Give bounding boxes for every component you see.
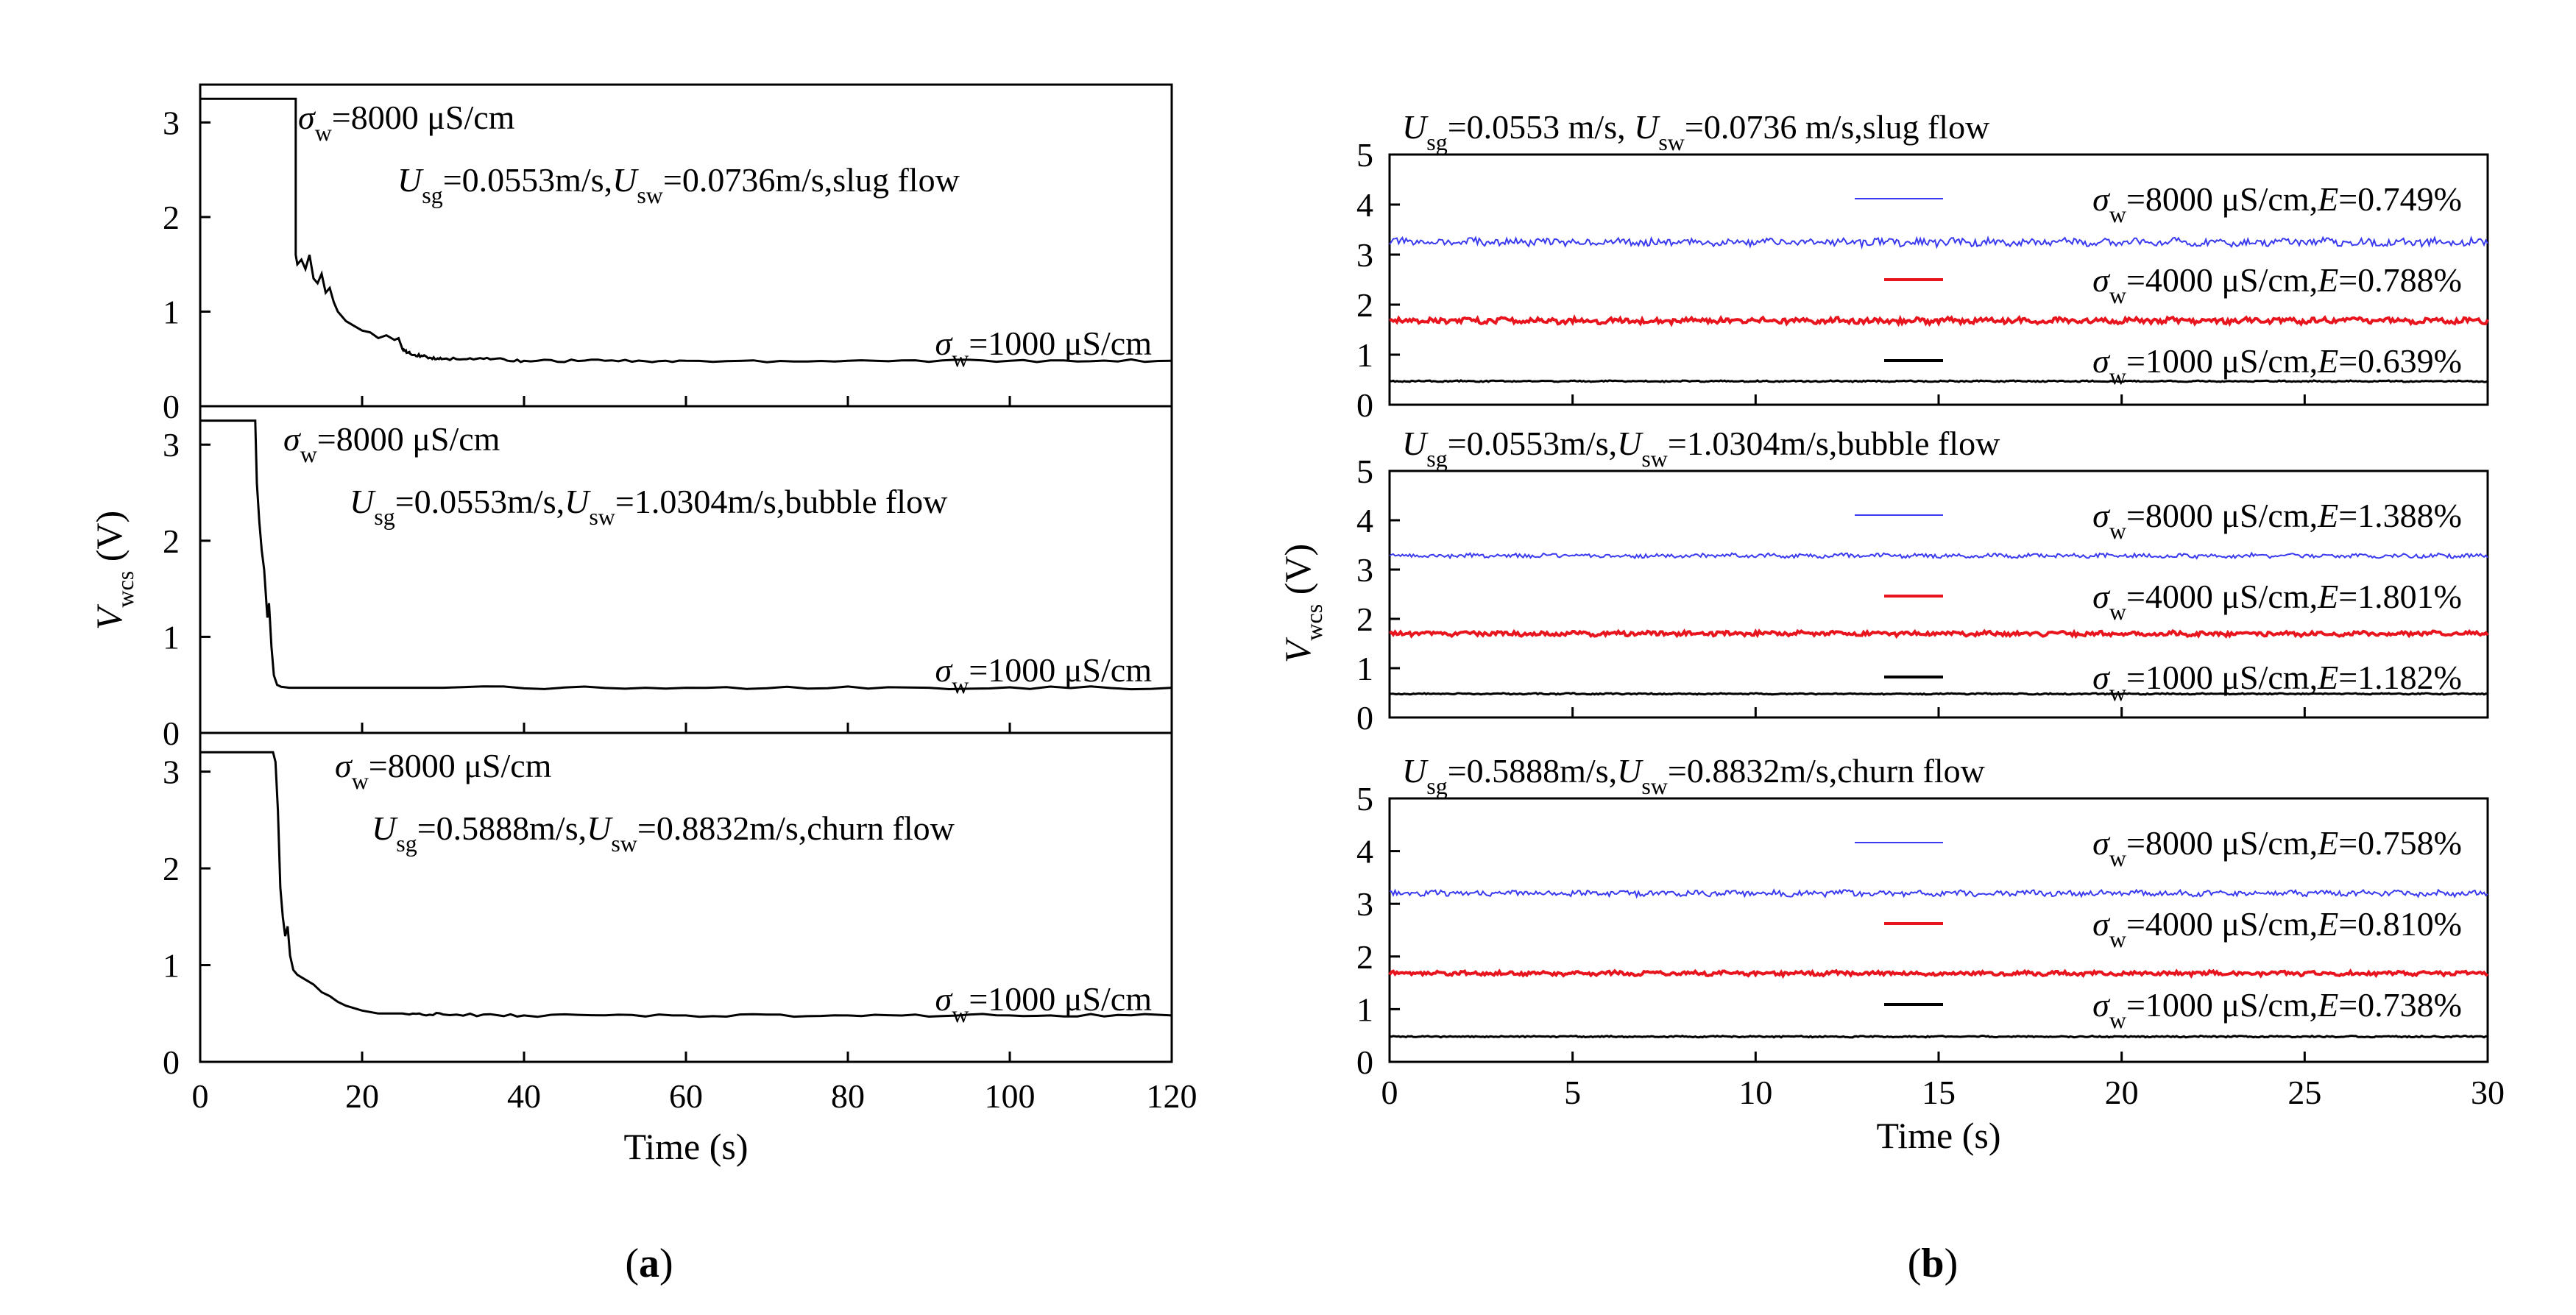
panel-a-ylabel: Vwcs (V)	[88, 511, 138, 630]
panel-b-ytick-label: 4	[1356, 833, 1373, 871]
panel-a-ytick-label: 3	[163, 426, 180, 464]
panel-b-ytick-label: 5	[1356, 780, 1373, 818]
panel-a-bubble-series	[200, 419, 1172, 691]
panel-a-xtick-label: 60	[669, 1077, 703, 1115]
panel-b-churn-legend-label-2: σw=4000 μS/cm,E=0.810%	[2092, 905, 2462, 952]
panel-b-bubble-legend-label-2: σw=4000 μS/cm,E=1.801%	[2092, 578, 2462, 625]
panel-b-ytick-label: 2	[1356, 938, 1373, 976]
panel-b-churn-legend-label-1: σw=8000 μS/cm,E=0.758%	[2092, 824, 2462, 871]
panel-a-xtick-label: 80	[831, 1077, 865, 1115]
panel-b-ytick-label: 4	[1356, 502, 1373, 539]
panel-b-ytick-label: 5	[1356, 453, 1373, 490]
panel-b-bubble-title: Usg=0.0553m/s,Usw=1.0304m/s,bubble flow	[1402, 425, 2000, 472]
panel-b-slug-series-3	[1389, 379, 2488, 383]
panel-b-ytick-label: 2	[1356, 600, 1373, 638]
panel-b-ytick-label: 5	[1356, 136, 1373, 174]
panel-b-churn-series-3	[1389, 1034, 2488, 1039]
panel-b-bubble-legend-label-1: σw=8000 μS/cm,E=1.388%	[2092, 497, 2462, 544]
panel-b-slug-legend-label-1: σw=8000 μS/cm,E=0.749%	[2092, 180, 2462, 227]
panel-b-slug-series-2	[1389, 314, 2489, 327]
panel-a-ytick-label: 0	[163, 1043, 180, 1081]
panel-a-ytick-label: 3	[163, 754, 180, 791]
panel-b-label: (b)	[1908, 1241, 1958, 1286]
panel-a-ytick-label: 0	[163, 715, 180, 752]
panel-a-slug-sigma-low: σw=1000 μS/cm	[935, 325, 1153, 372]
panel-b-ylabel: Vwcs (V)	[1277, 544, 1327, 663]
panel-b-ytick-label: 0	[1356, 699, 1373, 737]
panel-a-xtick-label: 120	[1147, 1077, 1197, 1115]
panel-a-ytick-label: 0	[163, 388, 180, 425]
panel-a-xtick-label: 40	[507, 1077, 541, 1115]
panel-b-xtick-label: 0	[1381, 1074, 1398, 1111]
panel-a-ytick-label: 3	[163, 104, 180, 141]
panel-b-bubble-series-3	[1389, 692, 2488, 696]
panel-b-churn-title: Usg=0.5888m/s,Usw=0.8832m/s,churn flow	[1402, 752, 1986, 799]
panel-b-slug-legend-label-2: σw=4000 μS/cm,E=0.788%	[2092, 261, 2462, 308]
panel-b-ytick-label: 4	[1356, 186, 1373, 224]
panel-a-ytick-label: 1	[163, 947, 180, 985]
panel-a-xtick-label: 100	[985, 1077, 1036, 1115]
panel-b-bubble-series-2	[1389, 628, 2489, 639]
panel-b-ylabel-text: Vwcs (V)	[1277, 544, 1327, 663]
panel-b-ytick-label: 2	[1356, 286, 1373, 324]
panel-b-ytick-label: 1	[1356, 650, 1373, 687]
panel-a-churn-sigma-high: σw=8000 μS/cm	[335, 747, 552, 794]
panel-b-xtick-label: 15	[1922, 1074, 1956, 1111]
panel-a-xtick-label: 20	[345, 1077, 379, 1115]
panel-b-ytick-label: 3	[1356, 885, 1373, 923]
panel-a-slug-series	[200, 97, 1172, 364]
panel-b-ytick-label: 3	[1356, 551, 1373, 589]
panel-b-ytick-label: 1	[1356, 336, 1373, 374]
panel-a-label: (a)	[625, 1241, 673, 1286]
panel-b-ytick-label: 0	[1356, 386, 1373, 424]
panel-a-ytick-label: 1	[163, 293, 180, 330]
panel-a-xtick-label: 0	[192, 1077, 209, 1115]
panel-a-churn-sigma-low: σw=1000 μS/cm	[935, 980, 1153, 1027]
panel-a-ytick-label: 2	[163, 199, 180, 236]
panel-b-xlabel: Time (s)	[1876, 1115, 2000, 1156]
panel-a-bubble-sigma-high: σw=8000 μS/cm	[283, 420, 500, 467]
panel-a-churn-series	[200, 751, 1172, 1018]
panel-b-churn-series-2	[1388, 968, 2489, 979]
panel-b-bubble-series-1	[1389, 551, 2488, 560]
panel-a-ytick-label: 1	[163, 618, 180, 656]
panel-a-slug-sigma-high: σw=8000 μS/cm	[298, 99, 515, 146]
panel-a-xlabel: Time (s)	[623, 1126, 748, 1167]
panel-b-xtick-label: 25	[2287, 1074, 2321, 1111]
panel-a-slug-flow-label: Usg=0.0553m/s,Usw=0.0736m/s,slug flow	[397, 161, 960, 208]
panel-b-churn-series-1	[1389, 888, 2488, 899]
panel-a-bubble-sigma-low: σw=1000 μS/cm	[935, 651, 1153, 698]
panel-a-ytick-label: 2	[163, 522, 180, 560]
panel-a-churn-flow-label: Usg=0.5888m/s,Usw=0.8832m/s,churn flow	[372, 809, 955, 857]
panel-b-ytick-label: 0	[1356, 1043, 1373, 1081]
panel-b-bubble-legend-label-3: σw=1000 μS/cm,E=1.182%	[2092, 659, 2462, 706]
panel-b-xtick-label: 30	[2471, 1074, 2505, 1111]
panel-b-slug-legend-label-3: σw=1000 μS/cm,E=0.639%	[2092, 342, 2462, 389]
panel-b-slug-series-1	[1389, 235, 2488, 250]
panel-b-ytick-label: 1	[1356, 990, 1373, 1028]
panel-a-ylabel-text: Vwcs (V)	[88, 511, 138, 630]
panel-b-xtick-label: 10	[1738, 1074, 1772, 1111]
panel-b-slug-title: Usg=0.0553 m/s, Usw=0.0736 m/s,slug flow	[1402, 108, 1990, 155]
panel-b-xtick-label: 20	[2105, 1074, 2139, 1111]
panel-a-bubble-flow-label: Usg=0.0553m/s,Usw=1.0304m/s,bubble flow	[350, 483, 948, 530]
panel-a-ytick-label: 2	[163, 850, 180, 887]
panel-b-xtick-label: 5	[1564, 1074, 1581, 1111]
panel-b-ytick-label: 3	[1356, 236, 1373, 274]
panel-b-churn-legend-label-3: σw=1000 μS/cm,E=0.738%	[2092, 986, 2462, 1033]
